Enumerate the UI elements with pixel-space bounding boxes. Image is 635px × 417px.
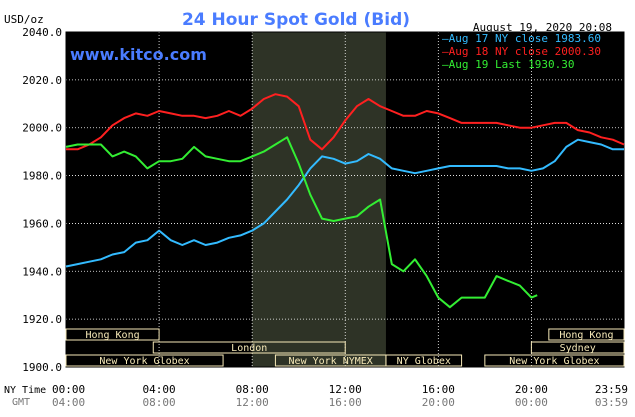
series-line: [65, 138, 624, 268]
y-axis-ticks: 1900.0 1920.0 1940.0 1960.0 1980.0 2000.0 2020…: [22, 26, 62, 374]
session-band: Hong Kong: [548, 328, 625, 341]
session-band: Sydney: [530, 341, 625, 354]
y-tick-label: 2020.0: [22, 74, 62, 87]
ny-time-label: NY Time: [4, 385, 46, 396]
session-band-label: New York Globex: [99, 356, 189, 367]
site-watermark: www.kitco.com: [70, 45, 207, 64]
nymex-shaded-region: [252, 32, 386, 367]
session-band: New York NYMEX: [274, 354, 387, 367]
series-line: [66, 93, 625, 151]
legend: —Aug 17 NY close 1983.60—Aug 18 NY close…: [442, 32, 601, 71]
y-unit-label: USD/oz: [4, 13, 44, 26]
session-band-label: New York NYMEX: [289, 356, 373, 367]
session-bands: Hong Kong Hong Kong London Sydney New York G…: [65, 328, 625, 367]
x-tick-gmt: 12:00: [236, 396, 269, 409]
series-line: [65, 136, 538, 309]
x-tick-gmt: 00:00: [515, 396, 548, 409]
x-tick-gmt: 20:00: [422, 396, 455, 409]
x-tick-ny: 23:59: [595, 383, 628, 396]
price-lines: [65, 93, 625, 309]
x-tick-ny: 00:00: [52, 383, 85, 396]
session-band-label: London: [231, 343, 267, 354]
session-band-label: New York Globex: [509, 356, 599, 367]
session-band-label: NY Globex: [397, 356, 451, 367]
session-band-label: Hong Kong: [559, 330, 613, 341]
x-tick-ny: 08:00: [236, 383, 269, 396]
session-band: New York Globex: [484, 354, 625, 367]
x-axis-ticks: 00:0004:0004:0008:0008:0012:0012:0016:00…: [52, 383, 628, 409]
legend-entry: —Aug 17 NY close 1983.60: [442, 32, 601, 45]
plot-border: [65, 31, 625, 368]
session-band-label: Sydney: [560, 343, 596, 354]
x-tick-gmt: 08:00: [143, 396, 176, 409]
x-tick-gmt: 04:00: [52, 396, 85, 409]
x-tick-gmt: 03:59: [595, 396, 628, 409]
y-tick-label: 1920.0: [22, 313, 62, 326]
y-tick-label: 1980.0: [22, 170, 62, 183]
grid-lines: [65, 31, 625, 368]
session-band: London: [152, 341, 346, 354]
date-label: August 19, 2020 20:08: [473, 21, 612, 34]
legend-entry: —Aug 19 Last 1930.30: [442, 58, 574, 71]
gmt-label: GMT: [12, 397, 30, 408]
session-band-label: Hong Kong: [85, 330, 139, 341]
y-tick-label: 1940.0: [22, 265, 62, 278]
x-tick-ny: 04:00: [143, 383, 176, 396]
x-tick-gmt: 16:00: [329, 396, 362, 409]
session-band: Hong Kong: [65, 328, 160, 341]
x-tick-ny: 20:00: [515, 383, 548, 396]
x-tick-ny: 16:00: [422, 383, 455, 396]
session-band: NY Globex: [385, 354, 463, 367]
chart-title: 24 Hour Spot Gold (Bid): [182, 10, 410, 30]
y-tick-label: 1900.0: [22, 361, 62, 374]
session-band: New York Globex: [65, 354, 224, 367]
legend-entry: —Aug 18 NY close 2000.30: [442, 45, 601, 58]
x-tick-ny: 12:00: [329, 383, 362, 396]
y-tick-label: 2000.0: [22, 122, 62, 135]
y-tick-label: 1960.0: [22, 217, 62, 230]
y-tick-label: 2040.0: [22, 26, 62, 39]
